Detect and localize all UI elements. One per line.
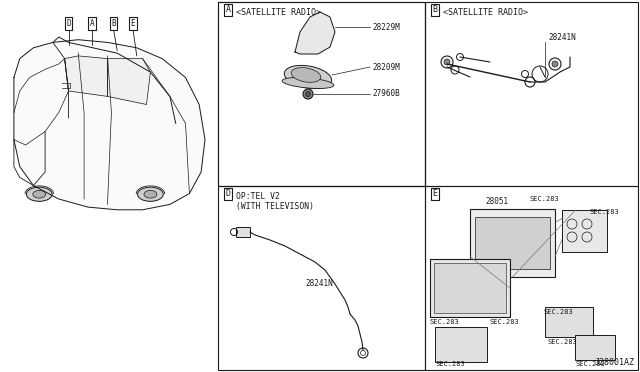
- Ellipse shape: [305, 92, 310, 96]
- Text: B: B: [433, 6, 438, 15]
- Text: SEC.283: SEC.283: [435, 361, 465, 367]
- Text: 28051: 28051: [485, 196, 508, 205]
- Text: D: D: [225, 189, 230, 199]
- Text: 28241N: 28241N: [305, 279, 333, 289]
- Text: SEC.283: SEC.283: [430, 319, 460, 325]
- Bar: [475, 217, 550, 269]
- Ellipse shape: [138, 187, 163, 201]
- Text: A: A: [225, 6, 230, 15]
- Text: SEC.283: SEC.283: [543, 309, 573, 315]
- Bar: [435, 327, 487, 362]
- Ellipse shape: [552, 61, 558, 67]
- Ellipse shape: [282, 77, 334, 89]
- Text: <SATELLITE RADIO>: <SATELLITE RADIO>: [443, 8, 528, 17]
- Bar: [545, 307, 593, 337]
- Bar: [575, 335, 615, 360]
- Text: SEC.283: SEC.283: [575, 361, 605, 367]
- Text: 27960B: 27960B: [372, 90, 400, 99]
- Text: SEC.283: SEC.283: [548, 339, 578, 345]
- Text: OP:TEL V2
(WITH TELEVISON): OP:TEL V2 (WITH TELEVISON): [236, 192, 314, 211]
- Text: SEC.283: SEC.283: [590, 209, 620, 215]
- Text: SEC.283: SEC.283: [530, 196, 560, 202]
- Bar: [218, 186, 425, 370]
- Ellipse shape: [144, 190, 157, 198]
- Bar: [562, 210, 607, 252]
- Bar: [425, 2, 638, 186]
- Ellipse shape: [33, 190, 45, 198]
- Text: 28209M: 28209M: [372, 62, 400, 71]
- Bar: [470, 209, 555, 277]
- Ellipse shape: [284, 65, 332, 89]
- Text: A: A: [90, 19, 94, 28]
- Text: SEC.283: SEC.283: [490, 319, 520, 325]
- Text: <SATELLITE RADIO>: <SATELLITE RADIO>: [236, 8, 321, 17]
- Text: 28229M: 28229M: [372, 22, 400, 32]
- Bar: [425, 186, 638, 370]
- Bar: [430, 259, 510, 317]
- Ellipse shape: [444, 59, 450, 65]
- Bar: [218, 2, 425, 186]
- Ellipse shape: [291, 68, 321, 82]
- Text: D: D: [66, 19, 71, 28]
- Polygon shape: [14, 40, 205, 210]
- Bar: [218, 2, 425, 186]
- Polygon shape: [108, 59, 150, 105]
- Text: E: E: [131, 19, 135, 28]
- Text: E: E: [433, 189, 438, 199]
- Polygon shape: [295, 12, 335, 54]
- Bar: [434, 263, 506, 313]
- Bar: [236, 227, 250, 237]
- Ellipse shape: [303, 89, 313, 99]
- Ellipse shape: [26, 187, 52, 201]
- Polygon shape: [65, 56, 108, 96]
- Text: J28001AZ: J28001AZ: [595, 358, 635, 367]
- Text: 28241N: 28241N: [548, 32, 576, 42]
- Text: B: B: [111, 19, 116, 28]
- Bar: [218, 2, 425, 186]
